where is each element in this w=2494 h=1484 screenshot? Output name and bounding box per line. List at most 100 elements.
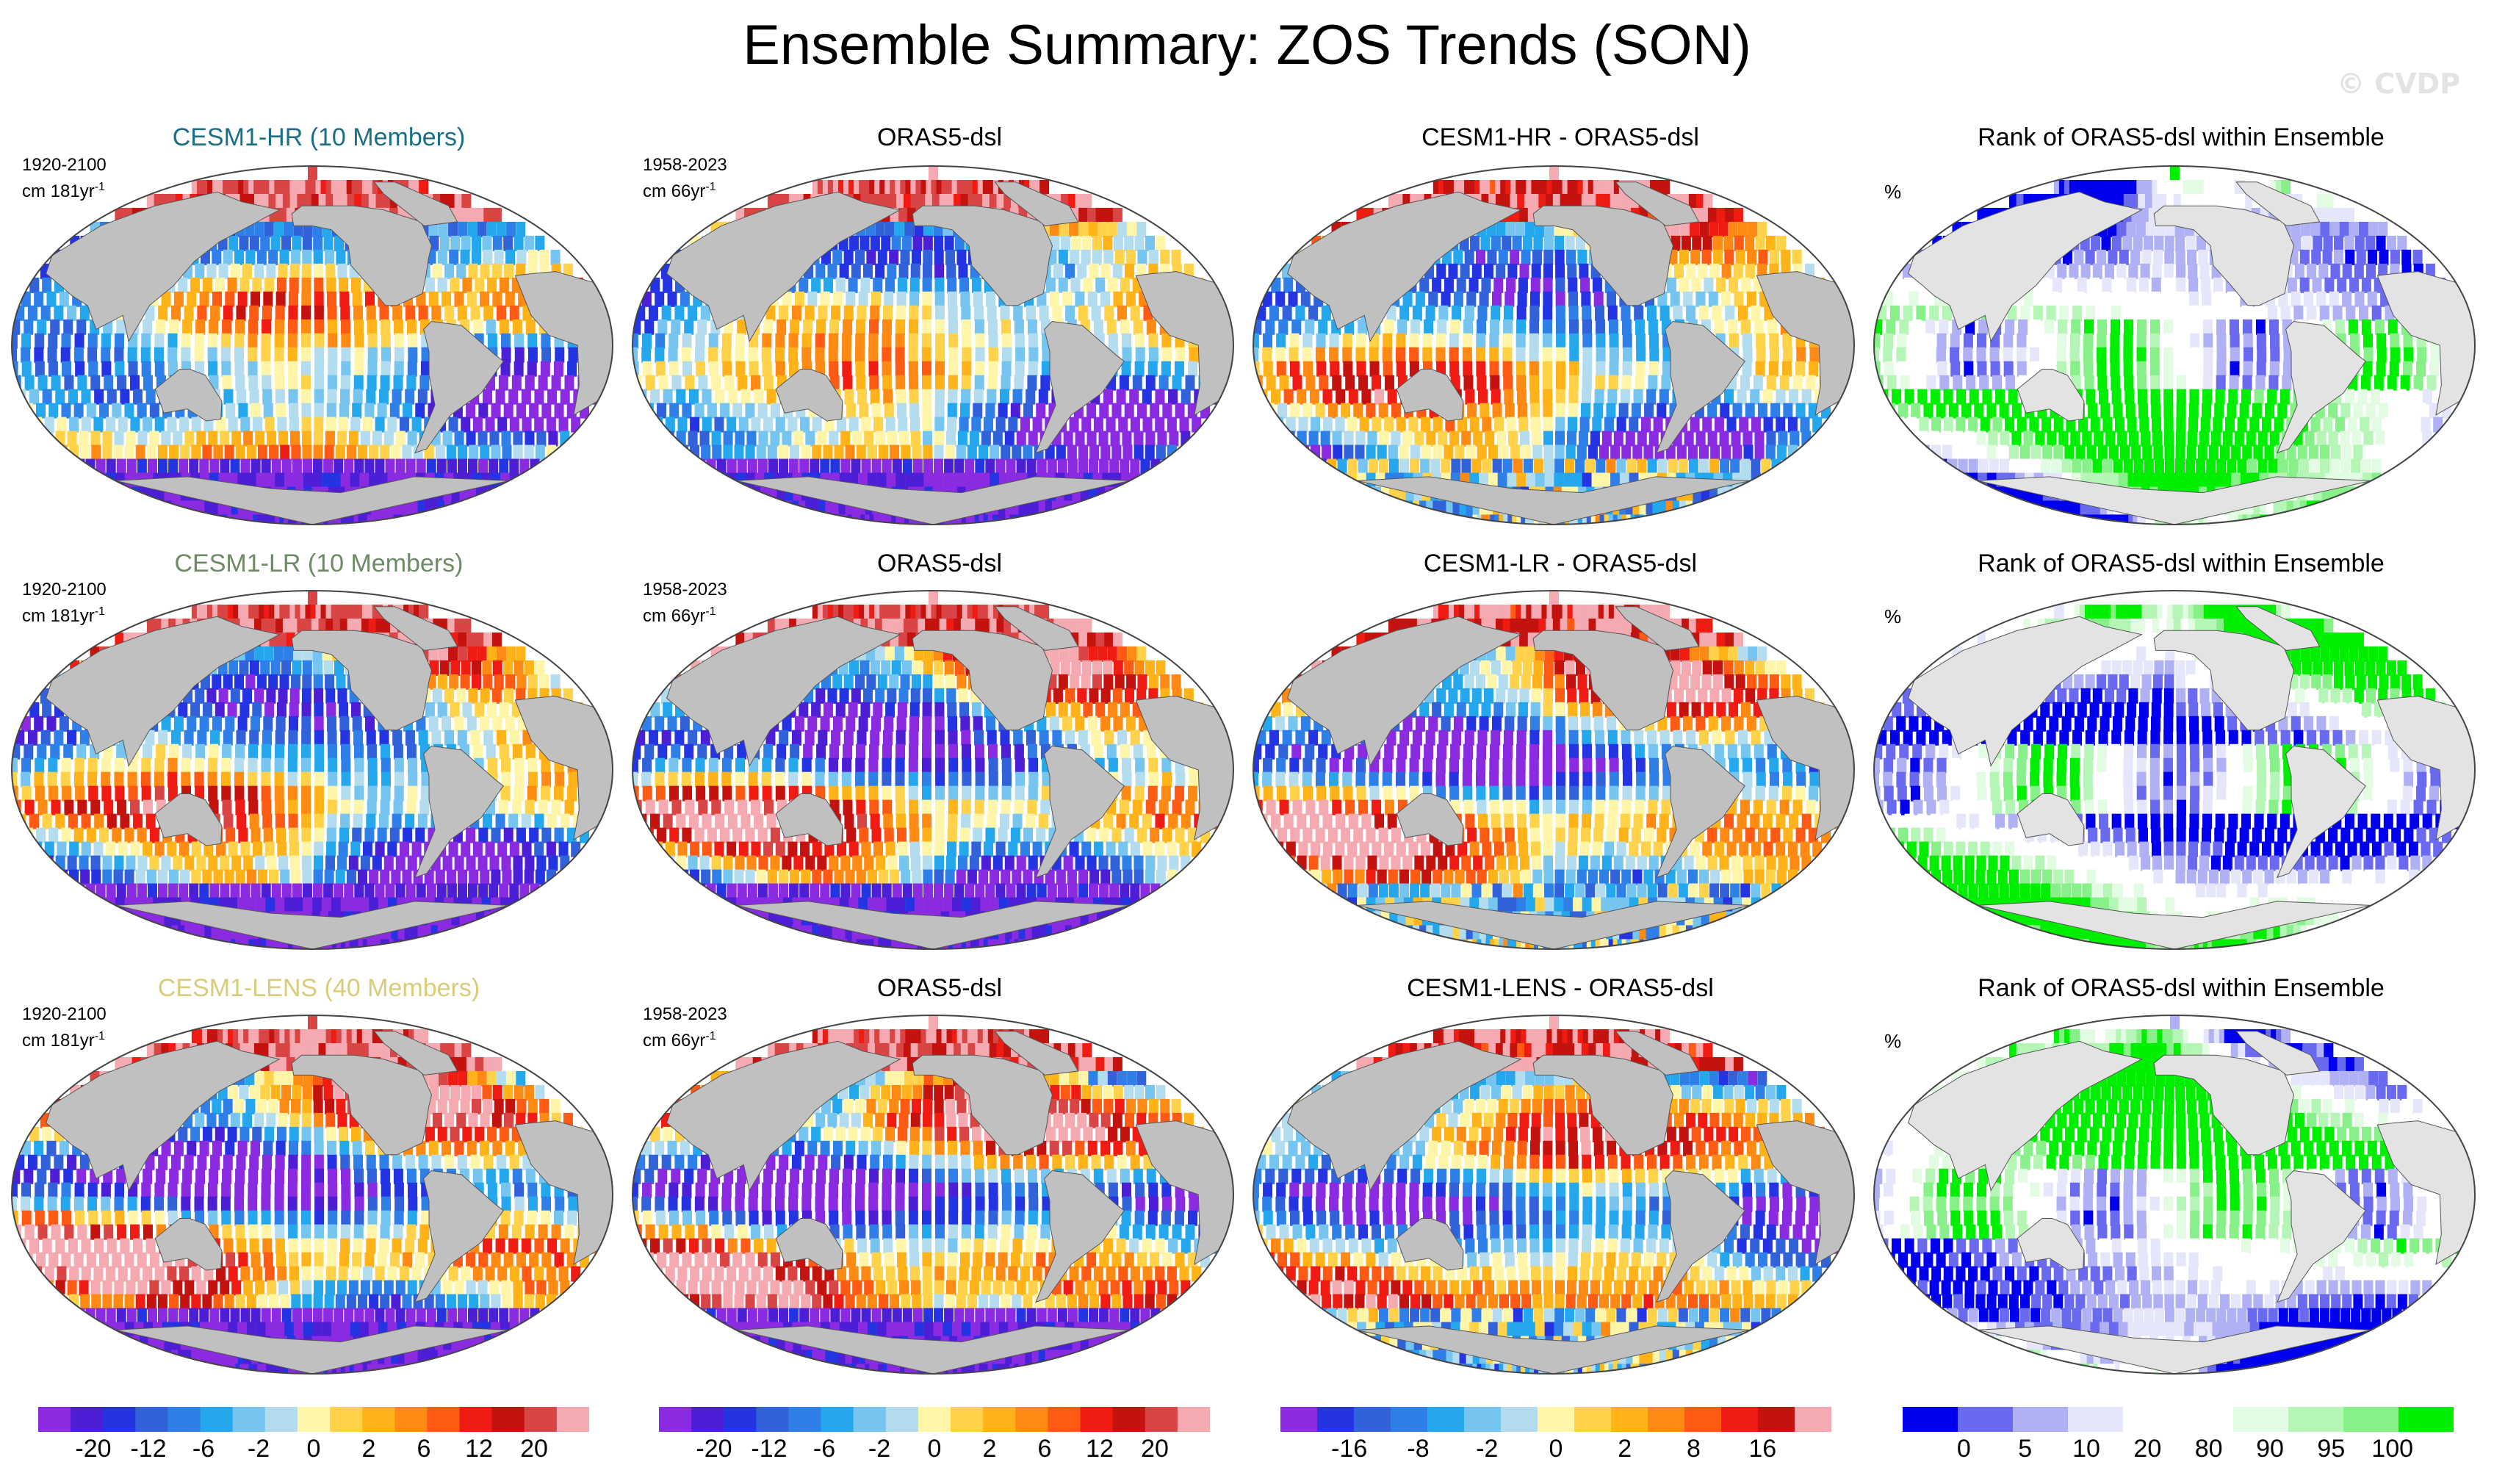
colorbar-segment xyxy=(103,1407,136,1432)
model-field xyxy=(12,1015,613,1374)
continent-outline xyxy=(1356,476,1751,525)
continent-outline xyxy=(1908,191,2143,342)
map-panel-model: CESM1-LR (10 Members) 1920-2100 cm 181yr-1 xyxy=(7,542,630,967)
colorbar-segment xyxy=(1574,1407,1612,1432)
colorbar-tick-label: -12 xyxy=(130,1435,167,1463)
colorbar-segment xyxy=(38,1407,71,1432)
continent-outline xyxy=(291,1054,433,1156)
continent-outline xyxy=(46,616,281,767)
continent-outline xyxy=(1287,191,1522,342)
continent-outline xyxy=(414,1170,504,1303)
continent-outline xyxy=(1396,369,1464,422)
colorbar-segment xyxy=(918,1407,951,1432)
map-panel-model: CESM1-LENS (40 Members) 1920-2100 cm 181yr… xyxy=(7,967,630,1391)
continent-outline xyxy=(373,181,458,226)
map-panel-diff: CESM1-LENS - ORAS5-dsl xyxy=(1249,967,1872,1391)
colorbar-segment xyxy=(264,1407,298,1432)
world-map xyxy=(632,1015,1234,1375)
colorbar-segment xyxy=(297,1407,331,1432)
continent-outline xyxy=(373,1031,458,1076)
colorbar-segment xyxy=(1112,1407,1146,1432)
colorbar-segment xyxy=(1648,1407,1685,1432)
colorbar-tick-label: 100 xyxy=(2371,1435,2414,1463)
colorbar-segment xyxy=(788,1407,822,1432)
continent-outline xyxy=(666,1040,901,1192)
trend-unit: cm 66yr-1 xyxy=(643,601,727,627)
map-border xyxy=(1873,590,2476,950)
world-map xyxy=(1873,165,2476,525)
continent-outline xyxy=(46,191,281,342)
continent-outline xyxy=(291,205,433,306)
colorbar-segment xyxy=(756,1407,789,1432)
continent-outline xyxy=(514,696,613,840)
continent-outline xyxy=(1756,696,1854,840)
continent-outline xyxy=(2376,1120,2475,1265)
continent-outline xyxy=(666,191,901,342)
panel-title: CESM1-LENS - ORAS5-dsl xyxy=(1407,974,1714,1002)
colorbar-segment xyxy=(1538,1407,1575,1432)
model-field xyxy=(12,591,613,949)
colorbar-tick-label: 0 xyxy=(1549,1435,1563,1463)
colorbar-tick-label: 2 xyxy=(361,1435,376,1463)
map-border xyxy=(1873,165,2476,525)
period-years: 1958-2023 xyxy=(643,1004,727,1024)
colorbar-segment xyxy=(724,1407,757,1432)
period-label: 1920-2100 cm 181yr-1 xyxy=(22,579,107,627)
continent-outline xyxy=(1615,1031,1700,1076)
continent-outline xyxy=(1356,1325,1751,1374)
percent-unit: % xyxy=(1884,1030,1902,1052)
map-panel-diff: CESM1-LR - ORAS5-dsl xyxy=(1249,542,1872,967)
continent-outline xyxy=(2376,696,2475,840)
continent-outline xyxy=(775,369,843,422)
colorbar-segment xyxy=(1177,1407,1210,1432)
colorbar-segment xyxy=(491,1407,525,1432)
continent-outline xyxy=(1135,271,1233,416)
colorbar-segment xyxy=(1317,1407,1355,1432)
trend-unit-text: cm 181yr xyxy=(22,1031,95,1051)
trend-unit: cm 181yr-1 xyxy=(22,176,107,203)
percent-unit: % xyxy=(1884,605,1902,627)
colorbar-tick-label: 8 xyxy=(1687,1435,1701,1463)
map-border xyxy=(1253,1015,1855,1375)
colorbar-tick-labels: -20 -12 -6 -2 0 2 6 12 20 xyxy=(659,1435,1210,1464)
colorbar-tick-label: 6 xyxy=(417,1435,431,1463)
colorbar-segment xyxy=(821,1407,854,1432)
trend-unit-text: cm 181yr xyxy=(22,181,95,201)
world-map xyxy=(1873,590,2476,950)
colorbar-segment xyxy=(983,1407,1016,1432)
colorbar-segment xyxy=(1080,1407,1114,1432)
colorbar-tick-label: 2 xyxy=(1618,1435,1632,1463)
colorbar-tick-label: 0 xyxy=(927,1435,942,1463)
colorbar-tick-label: 20 xyxy=(520,1435,548,1463)
colorbar-segment xyxy=(1145,1407,1178,1432)
map-border xyxy=(632,1015,1234,1375)
continent-outline xyxy=(775,793,843,846)
colorbar-tick-label: 10 xyxy=(2072,1435,2100,1463)
map-border xyxy=(1253,165,1855,525)
colorbar-segment xyxy=(1721,1407,1759,1432)
map-border xyxy=(632,590,1234,950)
continent-outline xyxy=(1035,745,1125,879)
continent-outline xyxy=(2277,1170,2366,1303)
continent-outline xyxy=(1656,1170,1745,1303)
continent-outline xyxy=(154,369,223,422)
world-map xyxy=(11,590,613,950)
colorbar-segment xyxy=(200,1407,234,1432)
colorbar-tick-labels: 0 5 10 20 80 90 95 100 xyxy=(1903,1435,2454,1464)
colorbar-segment xyxy=(2178,1407,2234,1432)
continent-outline xyxy=(1977,1325,2372,1374)
map-panel-diff: CESM1-HR - ORAS5-dsl xyxy=(1249,118,1872,542)
world-map xyxy=(11,1015,613,1375)
colorbar-tick-label: 0 xyxy=(1956,1435,1971,1463)
colorbar-segment xyxy=(459,1407,493,1432)
continent-outline xyxy=(994,181,1079,226)
continent-outline xyxy=(912,205,1053,306)
map-panel-model: CESM1-HR (10 Members) 1920-2100 cm 181yr-1 xyxy=(7,118,630,542)
world-map xyxy=(632,590,1234,950)
unit-exponent: -1 xyxy=(94,181,105,193)
rank-field xyxy=(1874,1015,2475,1374)
continent-outline xyxy=(373,606,458,651)
colorbar-segment xyxy=(951,1407,984,1432)
trend-unit: cm 181yr-1 xyxy=(22,601,107,627)
panel-title: CESM1-HR - ORAS5-dsl xyxy=(1421,123,1699,151)
